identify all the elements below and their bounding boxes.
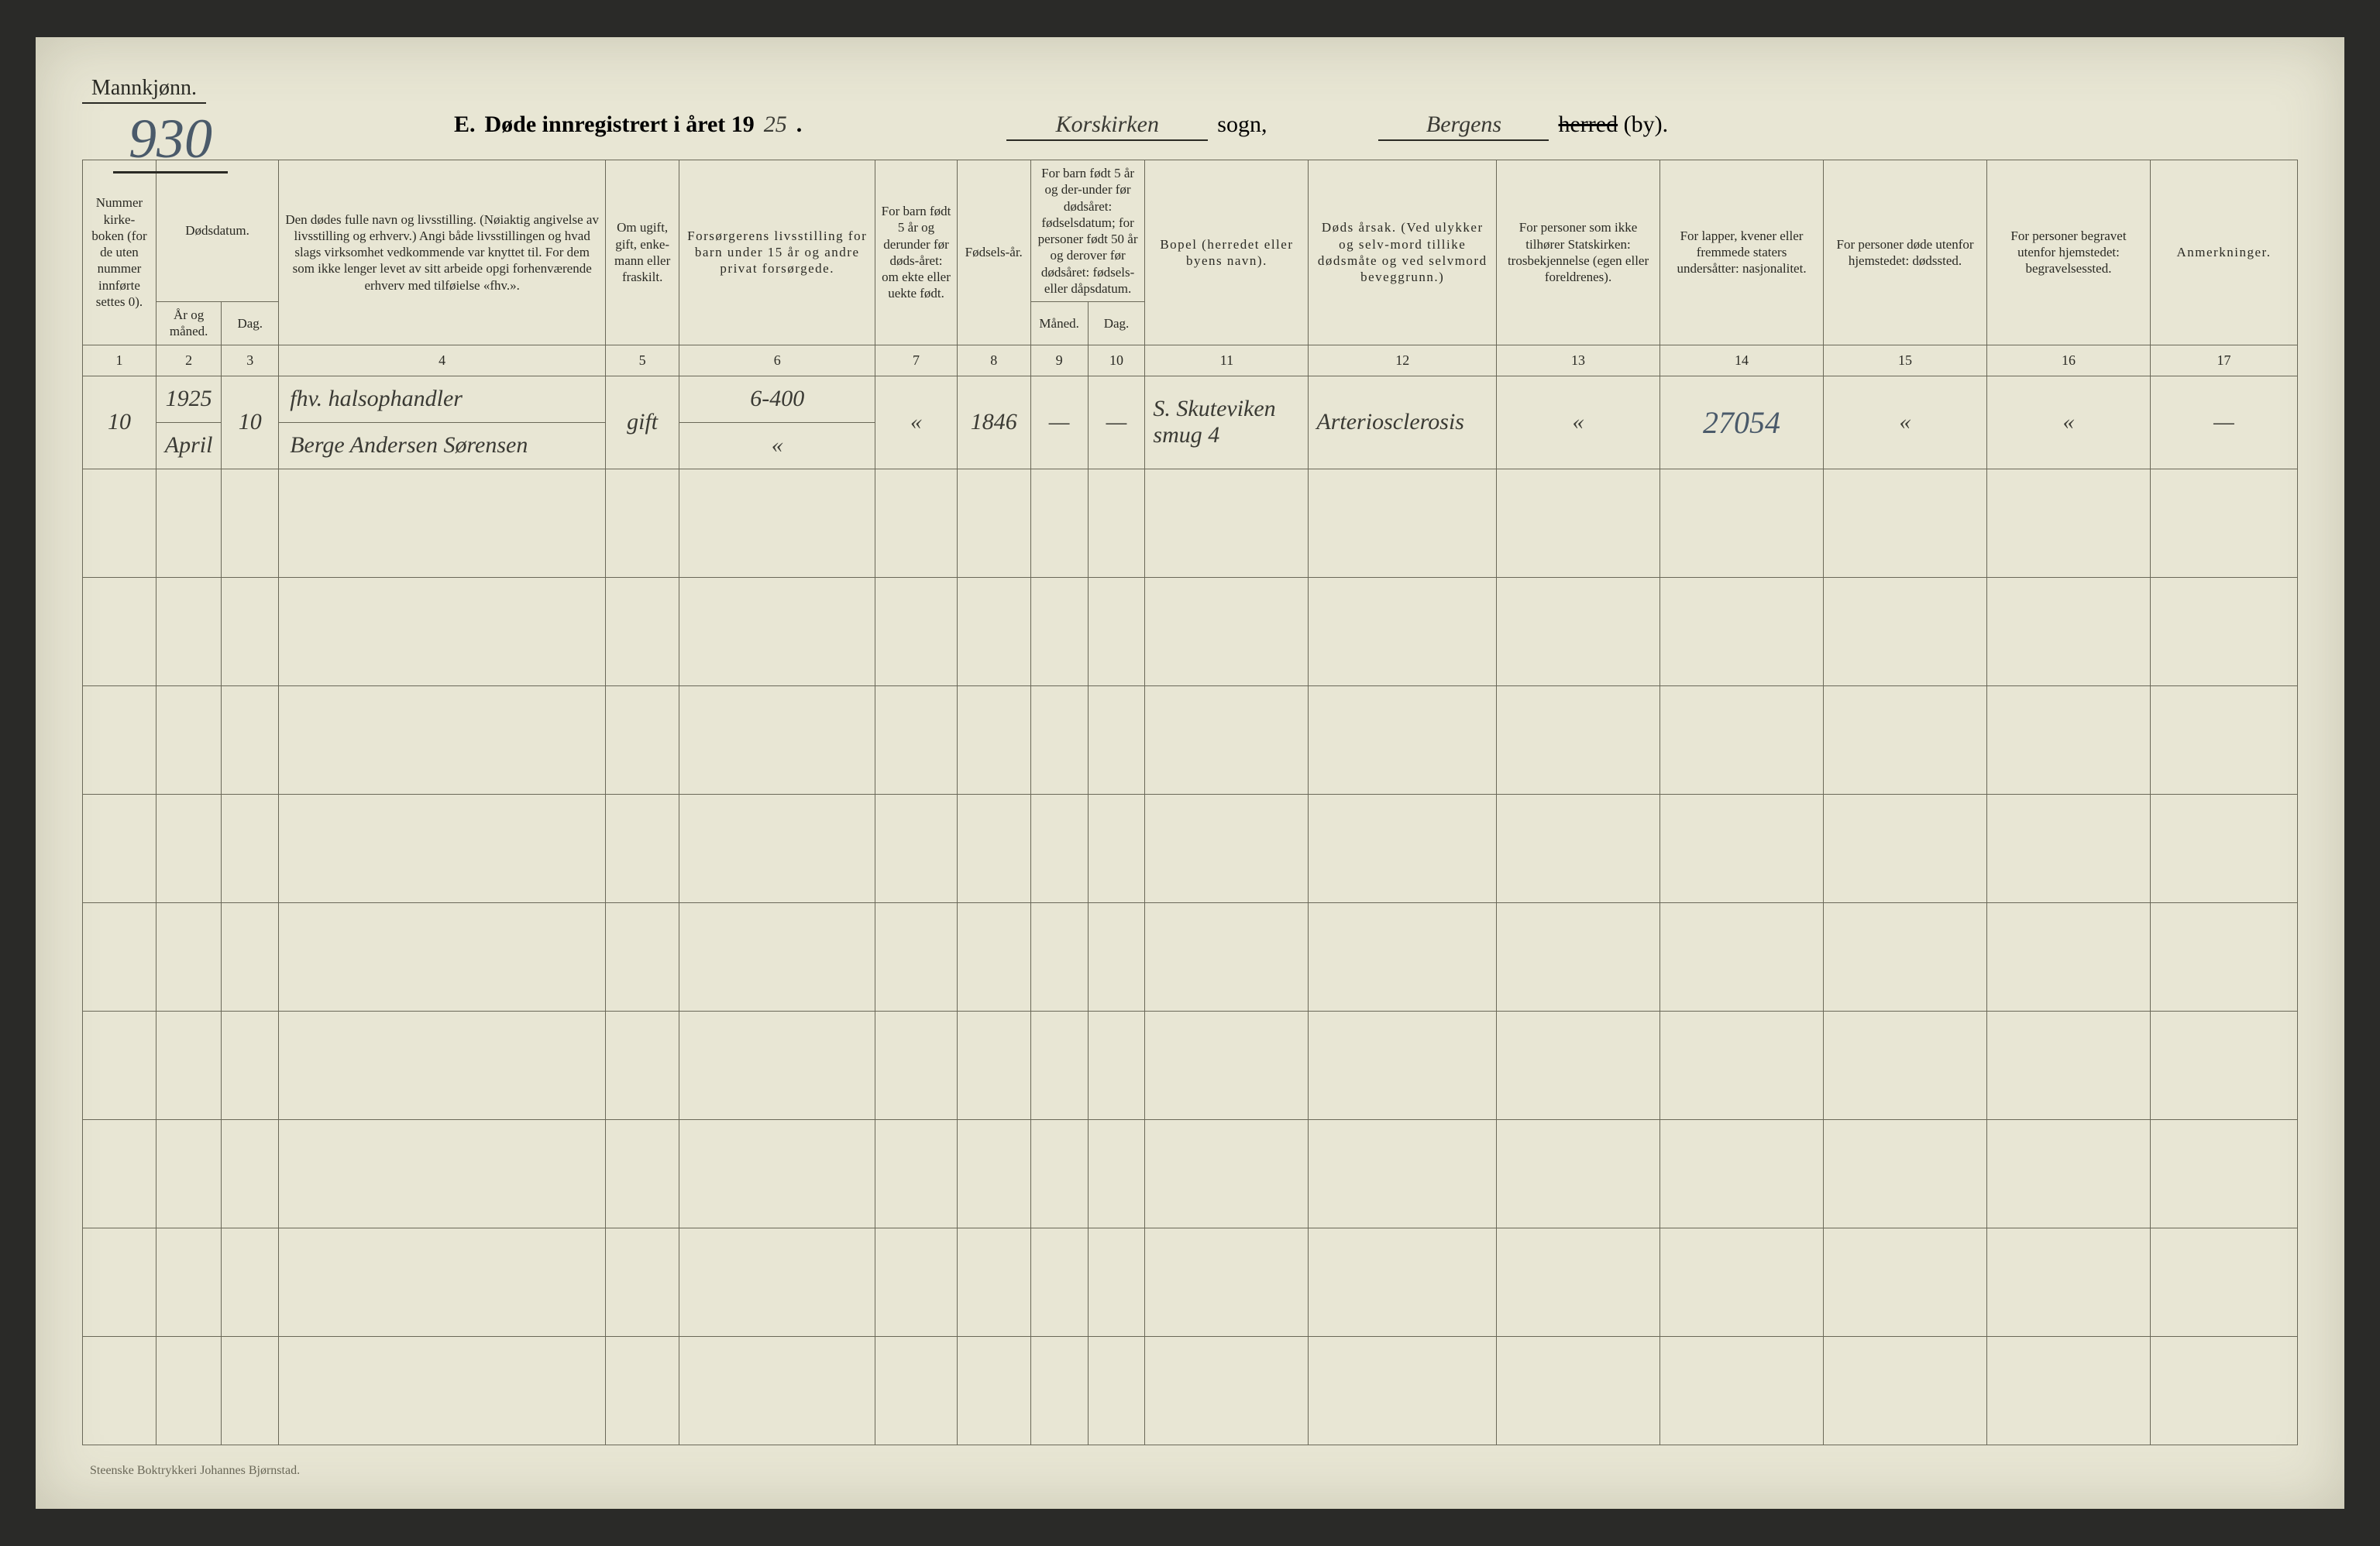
col-13-header: For personer som ikke tilhører Statskirk… — [1497, 160, 1660, 345]
colnum-11: 11 — [1145, 345, 1309, 376]
cell-marital: gift — [606, 376, 679, 469]
cell-provider-1: 6-400 — [679, 376, 875, 422]
col-2a-header: År og måned. — [156, 302, 221, 345]
herred-label-by: (by). — [1624, 112, 1668, 137]
col-8-header: Fødsels-år. — [957, 160, 1030, 345]
cell-residence: S. Skuteviken smug 4 — [1145, 376, 1309, 469]
colnum-2: 2 — [156, 345, 221, 376]
blank-row — [83, 902, 2298, 1011]
cell-name-1: fhv. halsophandler — [279, 376, 606, 422]
colnum-12: 12 — [1309, 345, 1497, 376]
col-17-text: Anmerkninger. — [2177, 245, 2272, 259]
section-letter: E. — [454, 112, 476, 138]
col-2-group-header: Dødsdatum. — [156, 160, 278, 302]
col-9b-header: Dag. — [1088, 302, 1145, 345]
blank-row — [83, 685, 2298, 794]
cell-faith: « — [1497, 376, 1660, 469]
col-9-group-header: For barn født 5 år og der-under før døds… — [1030, 160, 1145, 302]
ledger-page: Mannkjønn. 930 E. Døde innregistrert i å… — [36, 37, 2344, 1509]
colnum-1: 1 — [83, 345, 156, 376]
colnum-9: 9 — [1030, 345, 1088, 376]
cell-birthyear: 1846 — [957, 376, 1030, 469]
sogn-value: Korskirken — [1006, 112, 1208, 141]
cell-birthmonth: — — [1030, 376, 1088, 469]
cell-remarks: — — [2150, 376, 2297, 469]
cell-day: 10 — [222, 376, 279, 469]
colnum-10: 10 — [1088, 345, 1145, 376]
col-2b-header: Dag. — [222, 302, 279, 345]
col-17-header: Anmerkninger. — [2150, 160, 2297, 345]
col-7-header: For barn født 5 år og derunder før døds-… — [875, 160, 957, 345]
cell-num: 10 — [83, 376, 156, 469]
colnum-3: 3 — [222, 345, 279, 376]
printer-footer: Steenske Boktrykkeri Johannes Bjørnstad. — [90, 1464, 300, 1478]
col-11-text: Bopel (herredet eller byens navn). — [1160, 237, 1293, 268]
blank-row — [83, 1119, 2298, 1228]
colnum-6: 6 — [679, 345, 875, 376]
cell-burial: « — [1987, 376, 2151, 469]
cell-birthday: — — [1088, 376, 1145, 469]
ledger-table: Nummer kirke-boken (for de uten nummer i… — [82, 160, 2298, 1445]
table-head: Nummer kirke-boken (for de uten nummer i… — [83, 160, 2298, 376]
blank-row — [83, 1336, 2298, 1445]
cell-year: 1925 — [156, 376, 221, 422]
col-6-text: Forsørgerens livsstilling for barn under… — [687, 228, 867, 277]
cell-month: April — [156, 422, 221, 469]
blank-row — [83, 469, 2298, 577]
cell-cause: Arteriosclerosis — [1309, 376, 1497, 469]
cell-name-2: Berge Andersen Sørensen — [279, 422, 606, 469]
herred-label: herred (by). — [1558, 112, 1668, 138]
col-6-header: Forsørgerens livsstilling for barn under… — [679, 160, 875, 345]
sogn-label: sogn, — [1217, 112, 1267, 138]
col-16-header: For personer begravet utenfor hjemstedet… — [1987, 160, 2151, 345]
blank-row — [83, 1011, 2298, 1119]
table-row: 10 1925 10 fhv. halsophandler gift 6-400… — [83, 376, 2298, 422]
cell-deathplace: « — [1824, 376, 1987, 469]
colnum-4: 4 — [279, 345, 606, 376]
title-period: . — [796, 112, 803, 138]
colnum-7: 7 — [875, 345, 957, 376]
col-12-header: Døds årsak. (Ved ulykker og selv-mord ti… — [1309, 160, 1497, 345]
herred-label-strike: herred — [1558, 112, 1618, 137]
gender-label: Mannkjønn. — [82, 76, 206, 104]
col-9a-header: Måned. — [1030, 302, 1088, 345]
colnum-16: 16 — [1987, 345, 2151, 376]
col-5-header: Om ugift, gift, enke-mann eller fraskilt… — [606, 160, 679, 345]
colnum-15: 15 — [1824, 345, 1987, 376]
colnum-14: 14 — [1660, 345, 1824, 376]
title-row: E. Døde innregistrert i året 19 25. Korsk… — [454, 112, 2298, 141]
blank-row — [83, 577, 2298, 685]
cell-ekte: « — [875, 376, 957, 469]
table-body: 10 1925 10 fhv. halsophandler gift 6-400… — [83, 376, 2298, 1445]
col-4-header: Den dødes fulle navn og livsstilling. (N… — [279, 160, 606, 345]
colnum-5: 5 — [606, 345, 679, 376]
herred-value: Bergens — [1378, 112, 1549, 141]
title-prefix: Døde innregistrert i året 19 — [485, 112, 755, 138]
page-number: 930 — [113, 107, 228, 173]
year-suffix: 25 — [764, 112, 787, 138]
blank-row — [83, 794, 2298, 902]
header-row: Mannkjønn. — [82, 76, 2298, 104]
col-12-text: Døds årsak. (Ved ulykker og selv-mord ti… — [1318, 220, 1488, 284]
col-14-header: For lapper, kvener eller fremmede stater… — [1660, 160, 1824, 345]
cell-provider-2: « — [679, 422, 875, 469]
colnum-13: 13 — [1497, 345, 1660, 376]
col-1-header: Nummer kirke-boken (for de uten nummer i… — [83, 160, 156, 345]
col-15-header: For personer døde utenfor hjemstedet: dø… — [1824, 160, 1987, 345]
col-11-header: Bopel (herredet eller byens navn). — [1145, 160, 1309, 345]
colnum-8: 8 — [957, 345, 1030, 376]
cell-nationality: 27054 — [1660, 376, 1824, 469]
blank-row — [83, 1228, 2298, 1336]
colnum-17: 17 — [2150, 345, 2297, 376]
